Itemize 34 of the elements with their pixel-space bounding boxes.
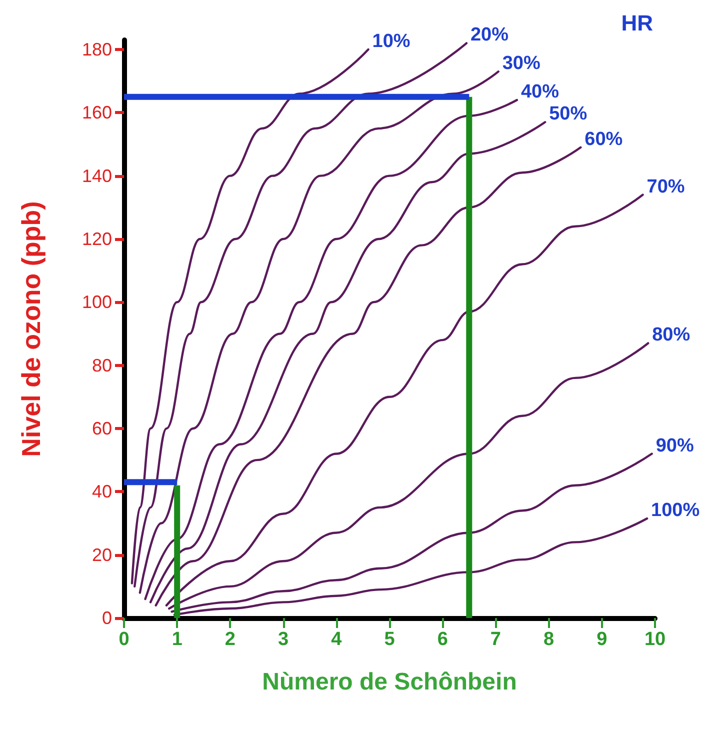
series-label: 40% [520, 82, 560, 103]
series-label: 50% [549, 104, 588, 125]
series-label: 30% [502, 53, 540, 74]
x-tick-label: 10 [644, 629, 666, 650]
y-tick-label: 20 [92, 544, 112, 565]
y-tick-label: 140 [82, 166, 112, 186]
x-tick-label: 7 [490, 629, 501, 650]
y-tick-label: 80 [92, 355, 112, 376]
series-label: 60% [584, 128, 623, 150]
series-label: 10% [372, 30, 410, 52]
y-tick-label: 0 [102, 608, 112, 628]
y-axis-title: Nivel de ozono (ppb) [16, 201, 46, 457]
series-label: 100% [651, 500, 700, 522]
legend-title: HR [621, 10, 654, 36]
x-tick-label: 4 [331, 629, 342, 650]
x-tick-label: 1 [172, 629, 183, 650]
x-tick-label: 0 [118, 629, 130, 650]
y-tick-label: 40 [92, 482, 112, 502]
x-tick-label: 2 [224, 629, 236, 650]
y-tick-label: 160 [82, 102, 112, 123]
x-axis-title: Nùmero de Schônbein [262, 668, 517, 696]
x-tick-label: 6 [437, 629, 448, 650]
series-label: 70% [646, 176, 685, 198]
series-label: 90% [656, 435, 694, 456]
y-tick-label: 180 [82, 39, 112, 60]
series-label: 80% [652, 324, 690, 346]
x-tick-label: 9 [596, 629, 608, 650]
x-tick-label: 8 [544, 629, 554, 650]
x-tick-label: 3 [278, 629, 289, 650]
y-tick-label: 120 [82, 228, 112, 249]
x-tick-label: 5 [384, 629, 396, 650]
y-tick-label: 100 [82, 292, 112, 312]
series-label: 20% [470, 24, 509, 46]
y-tick-label: 60 [92, 418, 112, 438]
